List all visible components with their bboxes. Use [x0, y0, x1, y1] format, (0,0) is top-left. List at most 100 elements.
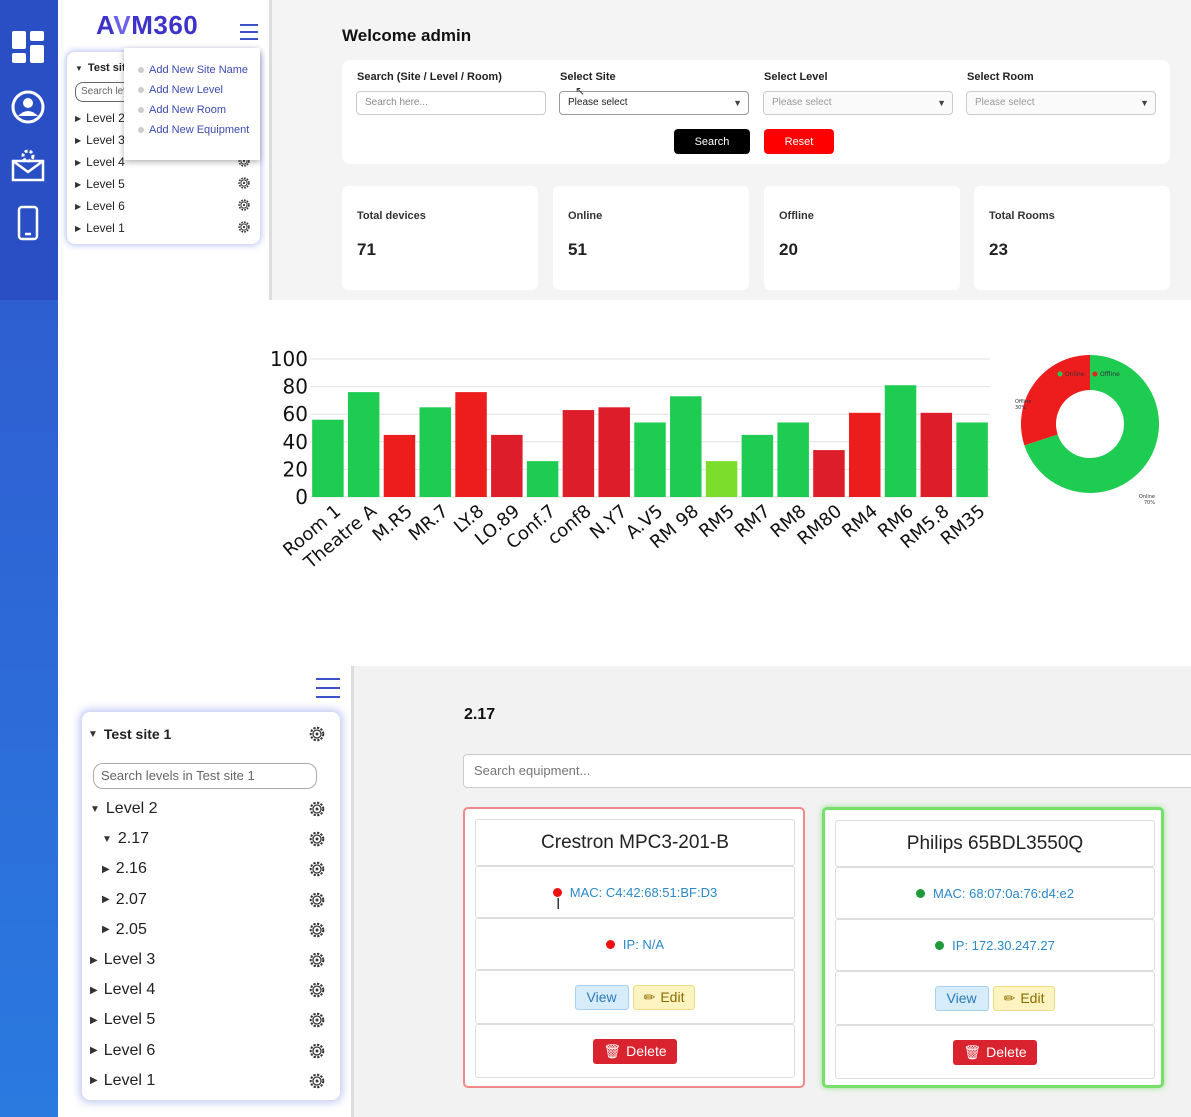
donut-label: Offline [1015, 399, 1031, 405]
tree-level-row[interactable]: ▼ Level 2 [90, 800, 158, 817]
tree-room-row[interactable]: ▼ 2.17 [102, 830, 150, 848]
x-tick-label: N.Y7 [586, 501, 631, 544]
brand-logo: AVM360 [96, 10, 199, 40]
view-button[interactable]: View [574, 984, 629, 1010]
delete-button[interactable]: 🗑 Delete [953, 1039, 1037, 1065]
device-mac: MAC: 68:07:0a:76:d4:e2 [933, 885, 1074, 901]
tree-level-row[interactable]: ▶ Level 1 [90, 1071, 156, 1089]
gear-icon[interactable] [237, 176, 251, 190]
device-card: Crestron MPC3-201-B MAC: C4:42:68:51:BF:D… [463, 807, 805, 1088]
bar-ly-8 [455, 392, 487, 497]
welcome-title: Welcome admin [342, 26, 472, 45]
tree-level-row[interactable]: ▶ Level 5 [90, 1011, 156, 1029]
stat-offline: Offline 20 [764, 186, 960, 290]
gear-icon[interactable] [308, 860, 326, 878]
bar-conf-7 [526, 461, 559, 497]
bar-n-y7 [598, 407, 630, 497]
y-tick-label: 0 [295, 485, 308, 509]
donut-pct: 30% [1015, 405, 1026, 411]
device-card: Philips 65BDL3550Q MAC: 68:07:0a:76:d4:e2… [822, 807, 1164, 1088]
search-button[interactable]: Search [674, 129, 750, 154]
tree-room-row[interactable]: ▶ 2.16 [102, 860, 147, 878]
gear-icon[interactable] [308, 1072, 326, 1090]
trash-icon: 🗑 [963, 1043, 982, 1060]
menu-add-equipment[interactable]: Add New Equipment [124, 120, 260, 140]
bar-rm5-8 [920, 412, 953, 497]
dashboard-icon[interactable] [9, 28, 47, 66]
device-ip: IP: 172.30.247.27 [952, 937, 1055, 953]
edit-button[interactable]: ✏ Edit [632, 984, 696, 1010]
legend-label: Offline [1100, 371, 1120, 378]
bar-rm80 [813, 450, 845, 497]
device-delete-cell: 🗑 Delete [835, 1025, 1155, 1079]
level-search-input[interactable]: Search levels in Test site 1 [93, 763, 317, 789]
gear-icon[interactable] [308, 951, 326, 969]
device-ip: IP: N/A [622, 936, 665, 952]
charts-area: 0 20 40 60 80 100 Room 1 Theatre A M.R5 MR.7 LY.8 L… [58, 300, 1191, 620]
y-tick-label: 100 [270, 347, 308, 371]
user-profile-icon[interactable] [9, 88, 47, 126]
add-menu-popup: Add New Site Name Add New Level Add New … [124, 48, 260, 160]
gear-icon[interactable] [308, 1042, 326, 1060]
chevron-down-icon: ▼ [1140, 98, 1149, 108]
equipment-search-input[interactable]: Search equipment... [463, 754, 1191, 788]
tree-level-row[interactable]: ▶ Level 6 [90, 1041, 156, 1059]
tree-level-row[interactable]: ▶ Level 1 [75, 220, 255, 236]
room-select[interactable]: Please select ▼ [966, 91, 1156, 115]
bar-m-r5 [383, 434, 416, 497]
gear-icon[interactable] [308, 800, 326, 818]
chevron-down-icon: ▼ [937, 98, 946, 108]
view-button[interactable]: View [934, 985, 989, 1011]
level-select[interactable]: Please select ▼ [763, 91, 953, 115]
edit-button[interactable]: ✏ Edit [992, 985, 1056, 1011]
gear-icon[interactable] [237, 198, 251, 212]
tree-level-row[interactable]: ▶ Level 5 [75, 176, 255, 192]
menu-add-level[interactable]: Add New Level [124, 80, 260, 100]
x-tick-label: RM7 [731, 501, 775, 542]
chevron-down-icon: ▼ [733, 98, 742, 108]
hamburger-menu-icon[interactable] [316, 678, 340, 705]
gear-icon[interactable] [308, 981, 326, 999]
tree-room-row[interactable]: ▶ 2.07 [102, 890, 147, 908]
nav-rail-top [0, 0, 58, 300]
device-actions-cell: View ✏ Edit [475, 970, 795, 1024]
menu-add-room[interactable]: Add New Room [124, 100, 260, 120]
donut-slice-offline [1020, 355, 1090, 446]
status-dot [935, 940, 945, 950]
device-actions-cell: View ✏ Edit [835, 971, 1155, 1025]
device-ip-cell: IP: N/A [475, 918, 795, 970]
tree-room-row[interactable]: ▶ 2.05 [102, 920, 147, 938]
bar-mr-7 [419, 407, 452, 497]
delete-button[interactable]: 🗑 Delete [593, 1038, 677, 1064]
legend-swatch [1092, 371, 1098, 377]
tree-site-row[interactable]: ▼ Test site [75, 62, 132, 74]
hamburger-menu-icon[interactable] [240, 24, 258, 45]
search-input[interactable]: Search here... [356, 91, 546, 115]
gear-icon[interactable] [237, 220, 251, 234]
tree-site-row[interactable]: ▼ Test site 1 [88, 726, 172, 742]
gear-icon[interactable] [308, 891, 326, 909]
bar-conf8 [562, 410, 595, 497]
bar-rm5 [705, 461, 738, 497]
mobile-device-icon[interactable] [9, 204, 47, 242]
gear-icon[interactable] [308, 725, 326, 743]
y-tick-label: 20 [283, 457, 308, 481]
device-name: Crestron MPC3-201-B [541, 831, 729, 853]
tree-level-row[interactable]: ▶ Level 4 [90, 981, 156, 999]
level-select-label: Select Level [764, 71, 828, 83]
menu-add-site[interactable]: Add New Site Name [124, 60, 260, 80]
gear-icon[interactable] [308, 1011, 326, 1029]
tree-level-row[interactable]: ▶ Level 6 [75, 198, 255, 214]
device-mac: MAC: C4:42:68:51:BF:D3 [569, 884, 718, 900]
mail-settings-icon[interactable] [9, 146, 47, 184]
reset-button[interactable]: Reset [764, 129, 834, 154]
pencil-icon: ✏ [1003, 989, 1016, 1006]
text-cursor-icon: I [556, 896, 561, 913]
gear-icon[interactable] [308, 921, 326, 939]
device-mac-cell: MAC: 68:07:0a:76:d4:e2 [835, 867, 1155, 919]
gear-icon[interactable] [308, 830, 326, 848]
site-select[interactable]: Please select ▼ [559, 91, 749, 115]
tree-level-row[interactable]: ▶ Level 3 [90, 951, 156, 968]
